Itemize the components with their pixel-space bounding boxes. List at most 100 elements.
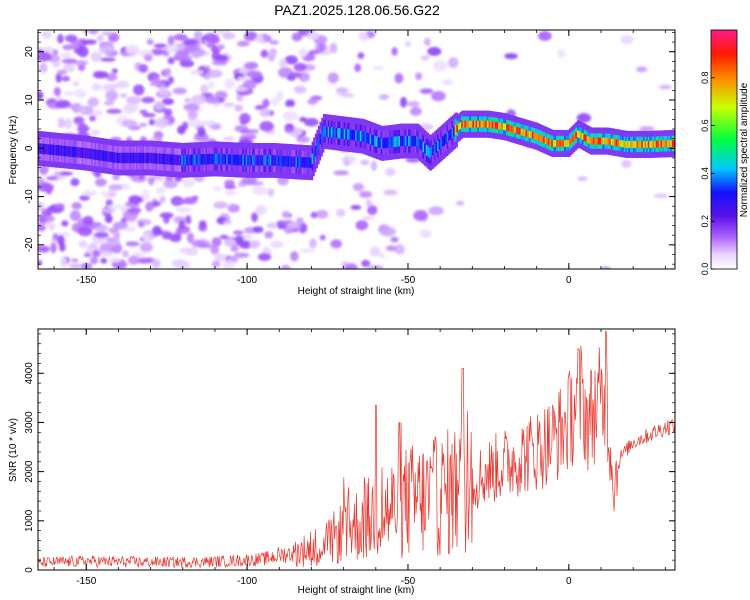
heatmap-cell [459,122,463,130]
heatmap-cell [54,203,65,209]
heatmap-cell [155,187,167,194]
heatmap-cell [82,190,97,197]
heatmap-cell [340,93,355,98]
heatmap-image [38,30,675,269]
heatmap-cell [192,154,196,166]
heatmap-cell [158,153,162,164]
heatmap-cell [509,125,513,132]
snr-panel: -150 -100 -50 0 0 1000 2000 3000 4000 Height of … [8,328,676,596]
spectrogram-xtick-label: -50 [401,275,416,286]
heatmap-cell [369,246,381,257]
heatmap-cell [454,124,458,136]
heatmap-cell [63,145,68,157]
heatmap-cell [260,155,264,166]
heatmap-cell [539,134,544,142]
heatmap-cell [52,144,56,156]
heatmap-cell [350,205,362,210]
heatmap-cell [293,156,298,168]
heatmap-cell [139,152,143,164]
heatmap-cell [104,150,108,162]
heatmap-cell [543,136,547,144]
heatmap-cell [235,154,240,166]
heatmap-cell [149,152,153,164]
heatmap-cell [306,31,320,41]
heatmap-cell [357,52,365,59]
heatmap-cell [262,98,270,108]
heatmap-cell [52,233,59,241]
heatmap-cell [87,148,92,159]
heatmap-cell [647,140,651,148]
heatmap-cell [469,120,473,128]
heatmap-cell [200,84,208,94]
heatmap-cell [58,231,72,237]
heatmap-cell [659,140,663,148]
heatmap-cell [98,43,115,54]
heatmap-cell [206,35,220,45]
heatmap-cell [604,137,608,145]
heatmap-cell [198,243,213,248]
heatmap-cell [226,154,230,165]
heatmap-cell [269,155,273,166]
heatmap-cell [360,159,370,166]
heatmap-cell [286,221,300,229]
spectrogram-ytick-label: 10 [24,94,35,106]
heatmap-cell [441,136,446,147]
heatmap-cell [432,60,448,72]
heatmap-cell [326,126,330,138]
heatmap-cell [483,120,487,128]
heatmap-cell [97,149,101,161]
heatmap-cell [247,155,251,166]
heatmap-cell [322,126,327,137]
heatmap-noise [38,30,672,269]
heatmap-cell [599,137,603,145]
heatmap-cell [113,152,117,163]
heatmap-cell [81,30,89,34]
heatmap-cell [560,139,565,147]
heatmap-cell [182,155,187,166]
heatmap-cell [593,137,597,145]
heatmap-cell [602,137,606,145]
heatmap-cell [103,100,115,106]
spectrogram-ytick-label: -10 [24,189,35,204]
heatmap-cell [319,134,323,145]
heatmap-cell [121,152,125,164]
heatmap-cell [305,157,309,168]
heatmap-cell [299,248,315,253]
heatmap-cell [670,140,674,148]
heatmap-cell [578,131,582,139]
heatmap-cell [125,45,140,55]
heatmap-cell [301,157,306,168]
heatmap-cell [649,140,653,148]
heatmap-cell [391,47,398,56]
heatmap-cell [89,115,96,122]
heatmap-cell [370,160,378,171]
heatmap-cell [53,86,61,97]
heatmap-cell [420,55,430,61]
heatmap-cell [120,217,128,224]
heatmap-cell [184,98,192,103]
snr-ytick-label: 2000 [24,460,35,483]
heatmap-cell [109,257,122,263]
heatmap-cell [295,156,299,168]
heatmap-cell [249,239,261,249]
heatmap-cell [234,235,244,244]
heatmap-cell [385,137,389,149]
heatmap-cell [609,138,613,146]
heatmap-cell [67,146,71,157]
heatmap-cell [179,247,188,254]
heatmap-cell [148,118,156,126]
heatmap-cell [185,247,199,256]
heatmap-cell [332,127,336,138]
heatmap-cell [398,136,402,147]
heatmap-cell [565,139,569,147]
heatmap-cell [38,63,48,73]
heatmap-cell [252,185,268,196]
heatmap-cell [231,154,235,165]
heatmap-cell [215,54,229,62]
spectrogram-ytick-label: -20 [24,237,35,252]
heatmap-cell [467,120,471,128]
heatmap-cell [224,154,228,165]
heatmap-cell [151,201,162,206]
heatmap-cell [575,131,579,139]
heatmap-cell [335,87,349,94]
